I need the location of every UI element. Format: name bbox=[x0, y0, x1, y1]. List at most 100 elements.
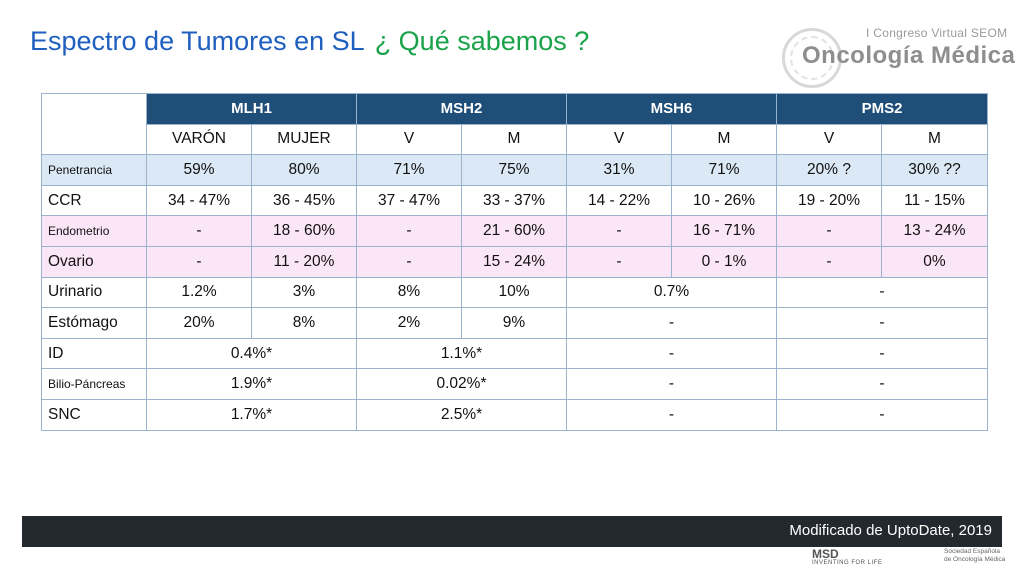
row-snc: SNC 1.7%* 2.5%* - - bbox=[41, 398, 989, 431]
table-cell: 2% bbox=[356, 307, 462, 339]
source-citation: Modificado de UptoDate, 2019 bbox=[789, 522, 992, 539]
table-cell: 16 - 71% bbox=[671, 215, 777, 247]
row-endometrio: Endometrio - 18 - 60% - 21 - 60% - 16 - … bbox=[41, 215, 989, 247]
table-cell: 20% ? bbox=[776, 154, 882, 186]
subheader-cell: M bbox=[880, 123, 989, 156]
table-cell: 9% bbox=[461, 307, 567, 339]
table-cell: 1.2% bbox=[146, 276, 252, 309]
row-id: ID 0.4%* 1.1%* - - bbox=[41, 337, 989, 370]
table-cell: 0.02%* bbox=[356, 368, 567, 400]
table-cell: 3% bbox=[251, 276, 357, 309]
table-cell: - bbox=[775, 276, 989, 309]
row-estomago: Estómago 20% 8% 2% 9% - - bbox=[41, 307, 989, 339]
table-cell: - bbox=[566, 368, 777, 400]
row-label: Bilio-Páncreas bbox=[41, 368, 147, 400]
row-ovario: Ovario - 11 - 20% - 15 - 24% - 0 - 1% - … bbox=[41, 245, 989, 278]
table-cell: 1.9%* bbox=[146, 368, 357, 400]
society-line2: de Oncología Médica bbox=[944, 556, 1006, 563]
table-cell: 20% bbox=[146, 307, 252, 339]
row-label: Penetrancia bbox=[41, 154, 147, 186]
table-cell: - bbox=[566, 307, 777, 339]
subheader-cell: M bbox=[671, 123, 777, 156]
society-logo: Sociedad Española de Oncología Médica bbox=[944, 548, 1005, 564]
table-cell: 80% bbox=[251, 154, 357, 186]
table-cell: 13 - 24% bbox=[880, 215, 989, 247]
corner-cell bbox=[41, 92, 147, 156]
table-cell: - bbox=[775, 398, 989, 431]
table-cell: 10% bbox=[461, 276, 567, 309]
table-cell: - bbox=[775, 368, 989, 400]
table-cell: 8% bbox=[251, 307, 357, 339]
row-label: SNC bbox=[41, 398, 147, 431]
source-footer-bar: Modificado de UptoDate, 2019 bbox=[22, 516, 1002, 547]
logo-inner-ring-icon bbox=[790, 36, 834, 80]
gene-header-msh6: MSH6 bbox=[566, 93, 777, 125]
row-ccr: CCR 34 - 47% 36 - 45% 37 - 47% 33 - 37% … bbox=[41, 184, 989, 217]
table-cell: - bbox=[146, 215, 252, 247]
table-cell: 11 - 20% bbox=[251, 245, 357, 278]
table-cell: 30% ?? bbox=[880, 154, 989, 186]
slide-title: Espectro de Tumores en SL ¿ Qué sabemos ? bbox=[30, 26, 589, 57]
table-cell: 0.7% bbox=[566, 276, 777, 309]
subheader-cell: VARÓN bbox=[146, 123, 252, 156]
logo-congress-text: I Congreso Virtual SEOM bbox=[866, 26, 1008, 40]
table-cell: 19 - 20% bbox=[776, 184, 882, 217]
row-penetrancia: Penetrancia 59% 80% 71% 75% 31% 71% 20% … bbox=[41, 154, 989, 186]
table-cell: 59% bbox=[146, 154, 252, 186]
table-cell: 11 - 15% bbox=[880, 184, 989, 217]
table-cell: 18 - 60% bbox=[251, 215, 357, 247]
table-cell: - bbox=[776, 245, 882, 278]
gene-header-mlh1: MLH1 bbox=[146, 93, 357, 125]
logo-brand-text: Oncología Médica bbox=[802, 42, 1016, 69]
table-cell: 37 - 47% bbox=[356, 184, 462, 217]
table-cell: - bbox=[566, 245, 672, 278]
subheader-cell: M bbox=[461, 123, 567, 156]
table-cell: - bbox=[776, 215, 882, 247]
row-label: Urinario bbox=[41, 276, 147, 309]
row-label: Estómago bbox=[41, 307, 147, 339]
row-label: Ovario bbox=[41, 245, 147, 278]
row-urinario: Urinario 1.2% 3% 8% 10% 0.7% - bbox=[41, 276, 989, 309]
table-cell: - bbox=[566, 337, 777, 370]
table-cell: 71% bbox=[671, 154, 777, 186]
table-cell: 0.4%* bbox=[146, 337, 357, 370]
table-cell: 2.5%* bbox=[356, 398, 567, 431]
table-cell: 8% bbox=[356, 276, 462, 309]
table-cell: 21 - 60% bbox=[461, 215, 567, 247]
logo-ring-icon bbox=[782, 28, 842, 88]
sex-header-row: VARÓN MUJER V M V M V M bbox=[42, 123, 989, 156]
sponsor-tagline: INVENTING FOR LIFE bbox=[812, 560, 883, 566]
table-cell: 1.7%* bbox=[146, 398, 357, 431]
subheader-cell: V bbox=[566, 123, 672, 156]
sponsor-logo: MSD INVENTING FOR LIFE bbox=[812, 547, 882, 566]
table-cell: - bbox=[356, 245, 462, 278]
table-cell: 1.1%* bbox=[356, 337, 567, 370]
title-main: Espectro de Tumores en SL bbox=[30, 26, 365, 56]
table-cell: 14 - 22% bbox=[566, 184, 672, 217]
table-cell: 75% bbox=[461, 154, 567, 186]
table-cell: 34 - 47% bbox=[146, 184, 252, 217]
gene-header-pms2: PMS2 bbox=[775, 93, 989, 125]
table-cell: - bbox=[356, 215, 462, 247]
row-label: ID bbox=[41, 337, 147, 370]
gene-header-row: MLH1 MSH2 MSH6 PMS2 bbox=[41, 92, 989, 156]
table-cell: 33 - 37% bbox=[461, 184, 567, 217]
subheader-cell: MUJER bbox=[251, 123, 357, 156]
table-cell: 36 - 45% bbox=[251, 184, 357, 217]
title-question: ¿ Qué sabemos ? bbox=[374, 26, 590, 56]
table-cell: - bbox=[775, 337, 989, 370]
table-cell: 71% bbox=[356, 154, 462, 186]
table-cell: - bbox=[566, 215, 672, 247]
table-cell: - bbox=[775, 307, 989, 339]
row-label: CCR bbox=[41, 184, 147, 217]
gene-header-msh2: MSH2 bbox=[356, 93, 567, 125]
subheader-cell: V bbox=[356, 123, 462, 156]
tumor-spectrum-table: MLH1 MSH2 MSH6 PMS2 VARÓN MUJER V M V M … bbox=[41, 92, 989, 431]
table-cell: 10 - 26% bbox=[671, 184, 777, 217]
table-cell: 0 - 1% bbox=[671, 245, 777, 278]
table-cell: 15 - 24% bbox=[461, 245, 567, 278]
table-cell: 0% bbox=[880, 245, 989, 278]
subheader-cell: V bbox=[776, 123, 882, 156]
row-label: Endometrio bbox=[41, 215, 147, 247]
table-cell: - bbox=[146, 245, 252, 278]
